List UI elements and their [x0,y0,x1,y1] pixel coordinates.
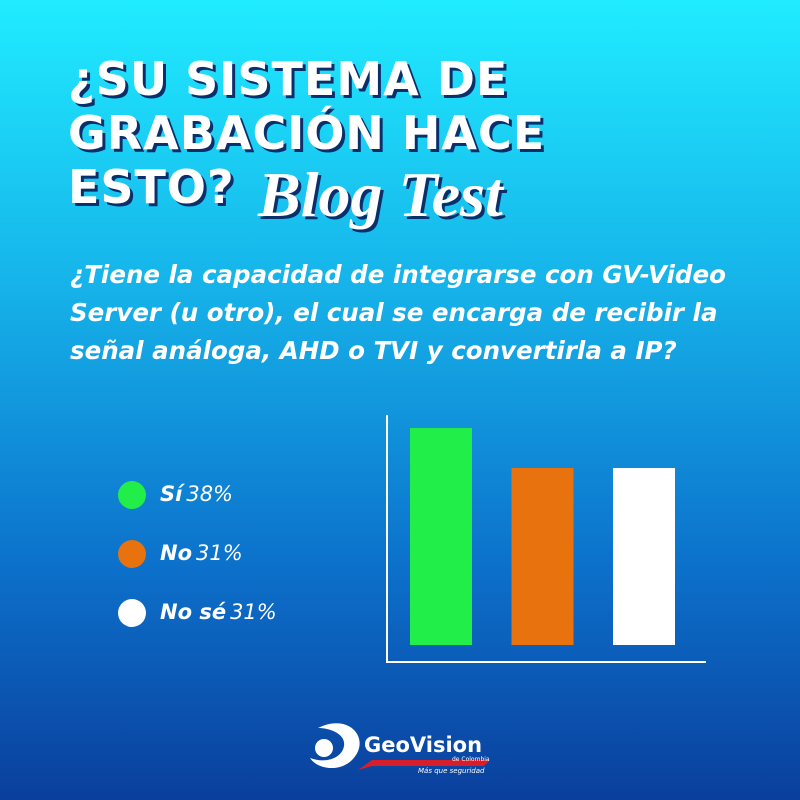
value-label: 38% [186,482,234,506]
brand-region: de Colombia [452,756,490,763]
bar [511,467,574,645]
value-label: 31% [196,541,243,565]
legend-swatch [118,599,146,627]
legend-item: No 31% [118,540,243,568]
value-label: 31% [230,600,277,624]
title-line: ¿SU SISTEMA DE [68,52,509,106]
legend-label: No [160,541,193,565]
legend-item: Sí 38% [118,481,233,509]
brand-name: GeoVision [364,733,483,757]
logo-icon [310,723,490,770]
legend-swatch [118,481,146,509]
legend-item: No sé 31% [118,599,277,627]
legend-label: Sí [160,482,183,506]
question: ¿Tiene la capacidad de integrarse con GV… [70,260,726,365]
bar [613,467,675,645]
brand-tagline: Más que seguridad [418,767,485,775]
bar [410,428,472,645]
title-line: GRABACIÓN HACE [68,106,546,160]
legend-label: No sé [160,600,227,624]
subtitle: Blog Test [258,159,503,230]
legend-swatch [118,540,146,568]
title-line: ESTO? [68,160,235,214]
